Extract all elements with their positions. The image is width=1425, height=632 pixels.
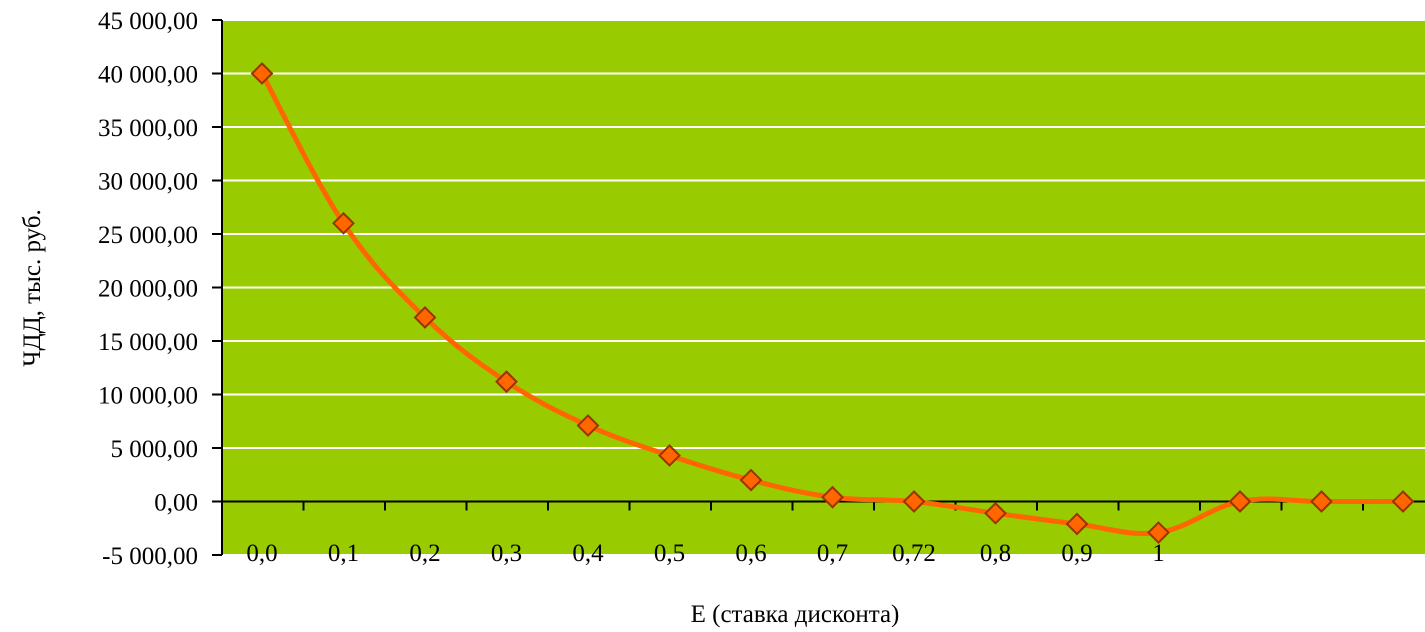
data-point (250, 62, 274, 85)
data-point (1310, 490, 1333, 513)
y-tick-label: -5 000,00 (102, 543, 198, 570)
x-tick-label: 0,0 (246, 540, 277, 567)
y-tick-label: 35 000,00 (98, 115, 198, 142)
data-point (739, 468, 763, 492)
x-tick-label: 0,8 (980, 540, 1011, 567)
data-point (332, 211, 355, 235)
data-point (658, 444, 681, 467)
x-tick-label: 0,72 (892, 540, 936, 567)
data-point (413, 306, 437, 329)
data-point (576, 414, 600, 437)
data-point (1065, 512, 1089, 536)
x-tick-label: 0,1 (328, 540, 359, 567)
y-tick-label: 5 000,00 (111, 436, 199, 463)
y-tick-label: 25 000,00 (98, 222, 198, 249)
x-axis-title: Е (ставка дисконта) (691, 601, 900, 628)
y-tick-label: 10 000,00 (98, 383, 198, 410)
data-point (902, 490, 926, 513)
y-tick-label: 30 000,00 (98, 169, 198, 196)
data-point (1147, 521, 1170, 544)
y-tick-label: 40 000,00 (98, 62, 198, 89)
x-axis-ticks: 0,0 0,1 0,2 0,3 0,4 0,5 0,6 0,7 0,72 0,8 0,9 1 (221, 501, 1364, 567)
data-point (984, 501, 1007, 525)
y-tick-label: 20 000,00 (98, 276, 198, 303)
y-tick-label: 0,00 (154, 490, 198, 517)
x-tick-label: 0,9 (1061, 540, 1092, 567)
x-tick-label: 0,3 (491, 540, 522, 567)
data-markers (250, 62, 1415, 544)
data-point (1228, 490, 1252, 513)
y-tick-label: 45 000,00 (98, 8, 198, 35)
gridlines (222, 19, 1425, 556)
x-tick-label: 0,7 (817, 540, 848, 567)
x-tick-label: 0,5 (654, 540, 685, 567)
x-tick-label: 0,6 (735, 540, 766, 567)
y-axis-ticks: -5 000,00 0,00 5 000,00 10 000,00 15 000,00 2… (98, 8, 222, 570)
y-tick-label: 15 000,00 (98, 329, 198, 356)
x-tick-label: 1 (1152, 540, 1165, 567)
data-point (821, 485, 844, 509)
data-point (1391, 490, 1415, 513)
x-tick-label: 0,4 (572, 540, 604, 567)
x-tick-label: 0,2 (409, 540, 440, 567)
y-axis-title: ЧДД, тыс. руб. (19, 209, 46, 366)
data-point (495, 370, 518, 394)
